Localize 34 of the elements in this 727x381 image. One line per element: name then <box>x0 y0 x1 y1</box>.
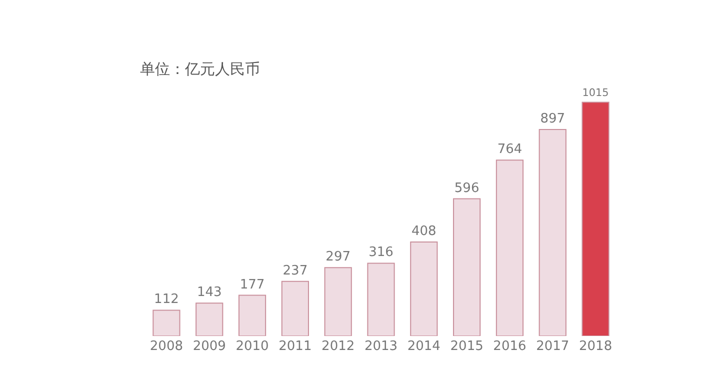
x-tick-label: 2014 <box>407 339 440 354</box>
data-label: 237 <box>282 263 308 278</box>
data-label: 596 <box>454 180 480 196</box>
x-tick-label: 2010 <box>236 339 269 354</box>
x-tick-label: 2016 <box>493 339 526 354</box>
data-label: 764 <box>497 142 522 158</box>
x-tick-label: 2008 <box>150 339 183 354</box>
bar <box>196 302 224 336</box>
data-label: 897 <box>540 111 566 126</box>
data-label: 297 <box>326 250 351 265</box>
data-label: 316 <box>368 245 394 260</box>
bar <box>281 280 309 336</box>
bar <box>582 102 610 336</box>
data-label: 143 <box>196 285 222 300</box>
bar <box>152 310 180 336</box>
data-label: 177 <box>240 277 265 292</box>
x-tick-label: 2011 <box>278 339 312 354</box>
bar <box>496 160 524 336</box>
x-tick-label: 2009 <box>192 339 226 354</box>
x-tick-label: 2017 <box>536 339 570 354</box>
x-tick-label: 2012 <box>322 339 355 354</box>
bar <box>410 242 438 336</box>
x-tick-label: 2013 <box>364 339 398 354</box>
data-label: 408 <box>411 224 436 240</box>
data-label: 112 <box>154 292 179 308</box>
x-tick-label: 2018 <box>579 339 612 354</box>
data-label: 1015 <box>582 87 609 100</box>
bar <box>324 267 352 336</box>
bar <box>538 128 566 336</box>
bar <box>238 294 266 336</box>
bar <box>367 262 395 336</box>
chart-title: 单位：亿元人民币 <box>140 60 260 78</box>
x-tick-label: 2015 <box>450 339 484 354</box>
bar <box>453 198 481 336</box>
